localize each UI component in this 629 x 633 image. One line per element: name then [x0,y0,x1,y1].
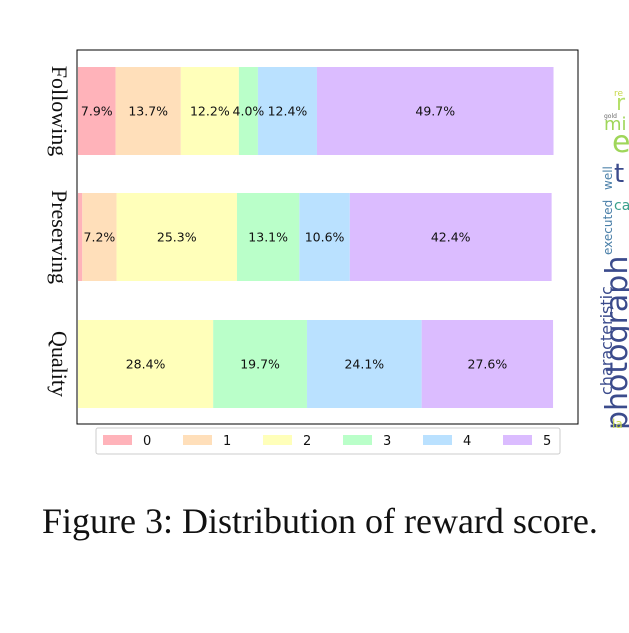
y-tick-following: Following [47,66,72,156]
legend-label-5: 5 [543,434,551,449]
data-label-preserving-3: 13.1% [248,230,288,245]
bar-following-2 [180,67,239,155]
bar-preserving-0 [78,193,83,281]
legend-label-1: 1 [223,434,231,449]
bar-following-4 [257,67,317,155]
legend: 0 1 2 3 4 5 [95,427,561,455]
cloud-word-well: well [601,166,615,190]
data-label-preserving-2: 25.3% [157,230,197,245]
legend-swatch-1 [183,435,212,445]
legend-swatch-5 [503,435,532,445]
data-label-quality-2: 28.4% [126,357,166,372]
legend-label-2: 2 [303,434,311,449]
bar-quality-4 [306,320,422,408]
plot-frame [76,49,579,425]
legend-label-4: 4 [463,434,471,449]
bar-quality-3 [213,320,307,408]
bar-preserving-2 [116,193,237,281]
data-label-preserving-5: 42.4% [431,230,471,245]
bar-preserving-1 [82,193,117,281]
y-tick-preserving: Preserving [47,190,72,284]
cloud-word-characteristic: characteristic [597,286,616,395]
bar-following-5 [316,67,554,155]
data-label-quality-5: 27.6% [468,357,508,372]
legend-box [95,427,561,455]
cloud-word-gold: gold [604,113,617,120]
data-label-following-0: 7.9% [81,104,113,119]
legend-label-3: 3 [383,434,391,449]
data-label-following-3: 4.0% [233,104,265,119]
legend-swatch-4 [423,435,452,445]
data-label-following-2: 12.2% [190,104,230,119]
bar-preserving-5 [349,193,552,281]
bar-following-1 [115,67,181,155]
cloud-word-mi: mi [604,114,627,135]
data-label-preserving-1: 7.2% [84,230,116,245]
cloud-word-la: la [612,417,623,431]
data-label-quality-4: 24.1% [344,357,384,372]
bar-following-3 [238,67,258,155]
cloud-word-re: re [614,89,624,99]
bars-layer [78,67,554,408]
cloud-word-ca: ca [614,198,629,214]
data-label-following-1: 13.7% [128,104,168,119]
cloud-word-t: t [614,159,624,189]
bar-preserving-4 [299,193,350,281]
chart: 7.9% 13.7% 12.2% 4.0% 12.4% 49.7% 7.2% 25.3% 13.… [47,49,629,455]
data-label-following-5: 49.7% [415,104,455,119]
bar-following-0 [78,67,116,155]
legend-label-0: 0 [143,434,151,449]
cloud-word-r: r [616,91,626,116]
bar-quality-2 [78,320,214,408]
y-tick-quality: Quality [47,331,72,397]
bar-quality-5 [421,320,554,408]
legend-swatch-0 [103,435,132,445]
data-label-preserving-4: 10.6% [305,230,345,245]
cloud-word-photograph: photograph [600,256,629,430]
y-tick-labels: Following Preserving Quality [47,66,72,397]
data-label-following-4: 12.4% [268,104,308,119]
figure-caption: Figure 3: Distribution of reward score. [42,501,598,541]
cloud-word-executed: executed [601,200,615,255]
legend-swatch-3 [343,435,372,445]
cloud-word-e: e [612,125,629,160]
legend-swatch-2 [263,435,292,445]
bar-preserving-3 [236,193,300,281]
data-label-quality-3: 19.7% [240,357,280,372]
data-labels-layer: 7.9% 13.7% 12.2% 4.0% 12.4% 49.7% 7.2% 25.3% 13.… [81,104,507,372]
